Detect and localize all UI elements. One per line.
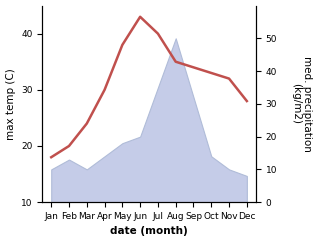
X-axis label: date (month): date (month) bbox=[110, 227, 188, 236]
Y-axis label: med. precipitation
(kg/m2): med. precipitation (kg/m2) bbox=[291, 56, 313, 152]
Y-axis label: max temp (C): max temp (C) bbox=[5, 68, 16, 140]
